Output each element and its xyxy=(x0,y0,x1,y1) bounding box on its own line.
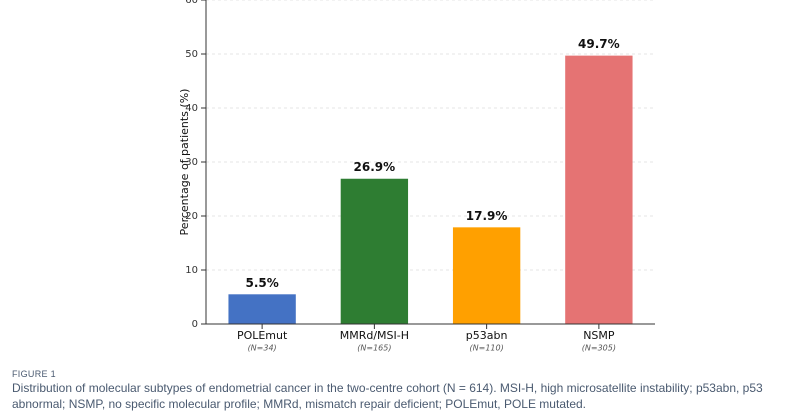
bar xyxy=(565,55,633,325)
x-tick-label: NSMP xyxy=(583,329,615,342)
y-tick-label: 50 xyxy=(185,49,198,60)
x-tick-note: (N=110) xyxy=(470,344,504,353)
value-label: 5.5% xyxy=(245,276,278,290)
y-tick-label: 60 xyxy=(185,0,198,6)
caption: Distribution of molecular subtypes of en… xyxy=(12,380,800,412)
y-axis-label: Percentage of patients (%) xyxy=(178,89,191,236)
y-tick-label: 10 xyxy=(185,265,198,276)
x-tick-label: POLEmut xyxy=(237,329,288,342)
value-label: 17.9% xyxy=(466,209,508,223)
x-tick-label: p53abn xyxy=(466,329,508,342)
bar xyxy=(452,227,521,324)
value-label: 49.7% xyxy=(578,37,620,51)
x-tick-note: (N=34) xyxy=(248,344,277,353)
caption-line: abnormal; NSMP, no specific molecular pr… xyxy=(12,397,587,411)
value-label: 26.9% xyxy=(354,160,396,174)
y-tick-label: 0 xyxy=(192,319,198,330)
chart: Percentage of patients (%) 0 10 20 30 40 50 60… xyxy=(178,0,655,353)
x-tick-label: MMRd/MSI-H xyxy=(340,329,409,342)
y-tick-label: 30 xyxy=(185,157,198,168)
page: {"chart_data": {"type": "bar", "y_label"… xyxy=(12,0,763,411)
bar xyxy=(228,294,296,324)
figure-label: FIGURE 1 xyxy=(12,369,56,379)
bar xyxy=(340,178,409,324)
x-tick-note: (N=305) xyxy=(582,344,616,353)
y-tick-label: 20 xyxy=(185,211,198,222)
caption-line: Distribution of molecular subtypes of en… xyxy=(12,381,763,395)
y-tick-label: 40 xyxy=(185,103,198,114)
x-tick-note: (N=165) xyxy=(357,344,391,353)
